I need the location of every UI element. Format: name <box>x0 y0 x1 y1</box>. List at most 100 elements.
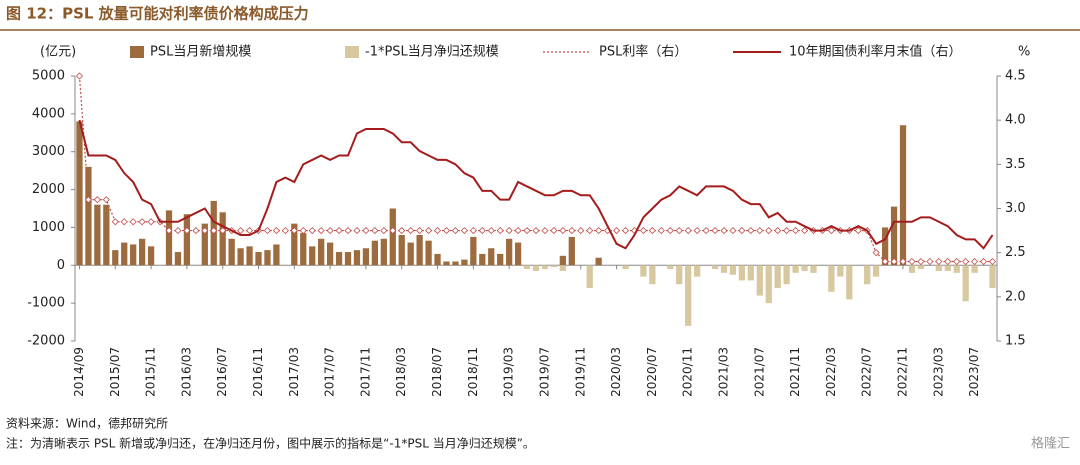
bar <box>864 265 871 285</box>
bar <box>85 166 92 266</box>
y2-tick-label: 1.5 <box>1005 334 1026 349</box>
bar <box>917 265 925 270</box>
x-tick-label: 2020/07 <box>645 347 659 397</box>
x-tick-label: 2017/03 <box>287 347 301 397</box>
bar <box>649 265 656 285</box>
marker <box>290 227 298 235</box>
marker <box>183 227 191 235</box>
bar <box>389 208 396 266</box>
note: 注：为清晰表示 PSL 新增或净归还，在净归还月份，图中展示的指标是“-1*PS… <box>6 436 535 451</box>
bar <box>174 252 182 266</box>
marker <box>478 227 486 235</box>
bar <box>121 242 128 266</box>
marker <box>245 227 254 235</box>
marker <box>872 249 880 257</box>
bar <box>881 227 889 266</box>
y-tick-label: 1000 <box>32 220 65 235</box>
bar <box>201 223 208 266</box>
bar <box>890 206 898 266</box>
bar <box>112 250 119 266</box>
marker <box>729 227 737 235</box>
marker <box>84 196 92 204</box>
bar <box>908 265 916 273</box>
bar <box>568 236 575 266</box>
x-tick-label: 2016/03 <box>179 347 193 397</box>
x-tick-label: 2016/07 <box>215 347 229 397</box>
marker <box>711 227 719 235</box>
watermark: 格隆汇 <box>1031 436 1070 452</box>
bar <box>147 246 155 266</box>
bar <box>335 252 343 266</box>
bar <box>801 265 808 271</box>
marker <box>738 227 746 235</box>
line <box>78 119 994 250</box>
legend-label: PSL利率（右） <box>599 44 687 60</box>
x-tick-label: 2021/07 <box>752 347 766 397</box>
marker <box>263 227 272 235</box>
x-tick-label: 2020/11 <box>681 347 695 397</box>
marker <box>129 218 137 226</box>
marker <box>272 227 280 235</box>
chart-title: 图 12：PSL 放量可能对利率债价格构成压力 <box>6 5 309 23</box>
bar <box>443 261 450 266</box>
marker <box>962 257 970 266</box>
x-tick-label: 2019/03 <box>502 347 516 397</box>
marker <box>299 227 307 235</box>
marker <box>425 227 433 235</box>
legend-label: 10年期国债利率月末值（右） <box>789 44 962 60</box>
marker <box>657 227 665 235</box>
marker <box>416 227 424 235</box>
bar <box>837 265 844 277</box>
bar <box>353 250 361 266</box>
marker <box>935 257 943 266</box>
legend-label: -1*PSL当月净归还规模 <box>365 45 499 60</box>
marker <box>532 227 540 235</box>
bar <box>559 265 566 271</box>
bar <box>756 265 763 296</box>
x-tick-label: 2020/03 <box>609 347 623 397</box>
marker <box>792 227 800 235</box>
bar <box>846 265 853 300</box>
marker <box>747 227 755 235</box>
marker <box>944 257 952 266</box>
y2-tick-label: 2.5 <box>1005 245 1026 260</box>
bar <box>711 265 719 270</box>
marker <box>389 227 397 235</box>
x-tick-label: 2023/07 <box>967 347 981 397</box>
marker <box>666 227 674 235</box>
marker <box>138 218 146 226</box>
marker <box>899 257 907 266</box>
bar <box>461 259 468 266</box>
marker <box>487 227 495 235</box>
marker <box>550 227 558 235</box>
bar <box>309 246 316 266</box>
marker <box>917 257 925 266</box>
bar <box>559 255 566 266</box>
marker <box>237 227 245 235</box>
y2-tick-label: 2.0 <box>1005 289 1026 304</box>
bar <box>318 238 325 266</box>
marker <box>496 227 504 235</box>
bar <box>765 265 772 304</box>
x-tick-label: 2015/07 <box>108 347 122 397</box>
bar <box>255 252 262 266</box>
x-tick-label: 2017/07 <box>323 347 337 397</box>
bar <box>407 242 414 266</box>
marker <box>783 227 791 235</box>
marker <box>317 227 325 235</box>
marker <box>165 227 173 235</box>
bar <box>792 265 799 273</box>
y-tick-label: 2000 <box>32 182 65 197</box>
source: 资料来源：Wind，德邦研究所 <box>6 416 168 431</box>
bar <box>962 265 969 302</box>
bar <box>300 233 307 266</box>
marker <box>568 227 576 235</box>
marker <box>120 218 128 226</box>
legend-swatch <box>345 46 359 58</box>
y-tick-label: 5000 <box>32 69 65 84</box>
marker <box>102 196 110 204</box>
marker <box>720 227 728 235</box>
bar <box>380 238 387 266</box>
bar <box>514 242 522 266</box>
y2-tick-label: 4.0 <box>1005 113 1026 128</box>
